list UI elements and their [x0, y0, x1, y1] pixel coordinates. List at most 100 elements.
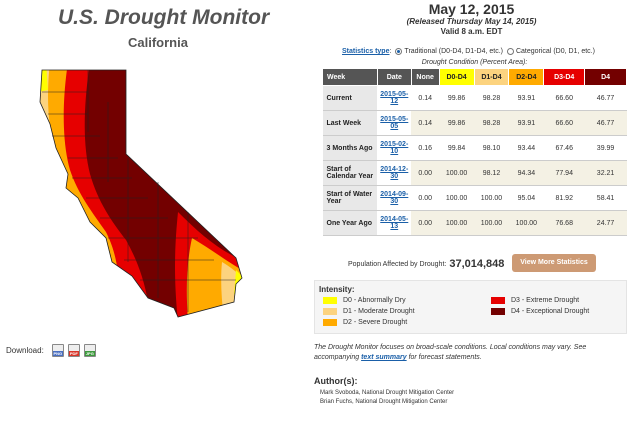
header-d0-d4: D0-D4: [438, 68, 475, 86]
d0-region-west: [40, 70, 48, 92]
table-row: Last Week 2015-05-05 0.14 99.86 98.28 93…: [322, 110, 627, 136]
header-d4: D4: [584, 68, 627, 86]
legend-d2: D2 - Severe Drought: [323, 319, 407, 326]
row-date-link[interactable]: 2014-05-13: [377, 210, 412, 236]
cell-d2-d4: 93.91: [508, 85, 544, 111]
legend-d0: D0 - Abnormally Dry: [323, 297, 406, 304]
categorical-label: Categorical (D0, D1, etc.): [515, 48, 595, 55]
jpg-label: JPG: [84, 351, 95, 356]
png-download-icon[interactable]: PNG: [51, 344, 64, 357]
cell-d2-d4: 100.00: [508, 210, 544, 236]
authors-title: Author(s):: [314, 376, 358, 386]
header-d1-d4: D1-D4: [473, 68, 510, 86]
cell-none: 0.16: [411, 135, 440, 161]
map-panel: U.S. Drought Monitor California Download…: [0, 0, 310, 424]
author-name: Brian Fuchs, National Drought Mitigation…: [320, 399, 448, 405]
png-label: PNG: [52, 351, 63, 356]
intensity-title: Intensity:: [319, 285, 355, 294]
cell-d1-d4: 98.12: [474, 160, 509, 186]
legend-swatch-d3: [491, 297, 505, 304]
intensity-legend: Intensity: D0 - Abnormally Dry D1 - Mode…: [314, 280, 627, 334]
row-week: One Year Ago: [322, 210, 378, 236]
table-row: Current 2015-05-12 0.14 99.86 98.28 93.9…: [322, 85, 627, 111]
cell-none: 0.14: [411, 85, 440, 111]
cell-d1-d4: 98.28: [474, 85, 509, 111]
population-value: 37,014,848: [449, 258, 505, 270]
cell-none: 0.00: [411, 185, 440, 211]
table-caption: Drought Condition (Percent Area):: [421, 59, 528, 66]
cell-d1-d4: 100.00: [474, 210, 509, 236]
cell-d3-d4: 66.60: [543, 85, 585, 111]
table-row: Start of Calendar Year 2014-12-30 0.00 1…: [322, 160, 627, 186]
table-row: Start of Water Year 2014-09-30 0.00 100.…: [322, 185, 627, 211]
row-week: Current: [322, 85, 378, 111]
cell-d0-d4: 99.84: [439, 135, 475, 161]
row-week: Start of Calendar Year: [322, 160, 378, 186]
text-summary-link[interactable]: text summary: [361, 354, 407, 361]
row-date-link[interactable]: 2015-05-12: [377, 85, 412, 111]
cell-none: 0.00: [411, 160, 440, 186]
cell-d3-d4: 77.94: [543, 160, 585, 186]
cell-d0-d4: 99.86: [439, 85, 475, 111]
cell-d4: 46.77: [584, 85, 627, 111]
cell-d1-d4: 100.00: [474, 185, 509, 211]
view-more-statistics-button[interactable]: View More Statistics: [512, 254, 596, 272]
legend-swatch-d0: [323, 297, 337, 304]
row-date-link[interactable]: 2015-05-05: [377, 110, 412, 136]
cell-d3-d4: 67.46: [543, 135, 585, 161]
traditional-radio[interactable]: [395, 48, 403, 55]
note-text-start: The Drought Monitor focuses on broad-sca…: [314, 344, 587, 361]
population-label: Population Affected by Drought:: [348, 260, 447, 268]
cell-d4: 32.21: [584, 160, 627, 186]
drought-note: The Drought Monitor focuses on broad-sca…: [314, 343, 614, 363]
state-outline: [39, 69, 243, 318]
cell-d1-d4: 98.28: [474, 110, 509, 136]
statistics-type-link[interactable]: Statistics type: [342, 48, 390, 55]
row-date-link[interactable]: 2014-09-30: [377, 185, 412, 211]
row-date-link[interactable]: 2015-02-10: [377, 135, 412, 161]
cell-d4: 46.77: [584, 110, 627, 136]
page-title: U.S. Drought Monitor: [58, 6, 270, 29]
drought-table: Week Date None D0-D4 D1-D4 D2-D4 D3-D4 D…: [322, 68, 627, 236]
california-drought-map: [39, 69, 243, 318]
pdf-label: PDF: [68, 351, 79, 356]
legend-label-d0: D0 - Abnormally Dry: [343, 297, 406, 304]
cell-d3-d4: 76.68: [543, 210, 585, 236]
categorical-radio[interactable]: [506, 48, 514, 55]
legend-label-d4: D4 - Exceptional Drought: [511, 308, 590, 315]
release-date: (Released Thursday May 14, 2015): [406, 17, 537, 26]
traditional-label: Traditional (D0-D4, D1-D4, etc.): [404, 48, 503, 55]
cell-d4: 24.77: [584, 210, 627, 236]
download-label: Download:: [6, 346, 44, 355]
cell-d0-d4: 100.00: [439, 210, 475, 236]
report-date: May 12, 2015: [428, 1, 515, 17]
cell-d2-d4: 95.04: [508, 185, 544, 211]
note-text-end: for forecast statements.: [406, 354, 482, 361]
cell-none: 0.14: [411, 110, 440, 136]
legend-swatch-d4: [491, 308, 505, 315]
cell-d3-d4: 66.60: [543, 110, 585, 136]
cell-d1-d4: 98.10: [474, 135, 509, 161]
statistics-colon: :: [389, 48, 392, 55]
cell-d0-d4: 100.00: [439, 160, 475, 186]
row-date-link[interactable]: 2014-12-30: [377, 160, 412, 186]
header-d3-d4: D3-D4: [543, 68, 586, 86]
download-bar: Download: PNG PDF JPG: [6, 344, 96, 357]
legend-d1: D1 - Moderate Drought: [323, 308, 415, 315]
legend-label-d2: D2 - Severe Drought: [343, 319, 408, 326]
statistics-type-selector: Statistics type : Traditional (D0-D4, D1…: [342, 48, 595, 55]
pdf-download-icon[interactable]: PDF: [67, 344, 80, 357]
jpg-download-icon[interactable]: JPG: [83, 344, 96, 357]
row-week: Last Week: [322, 110, 378, 136]
legend-swatch-d2: [323, 319, 337, 326]
table-row: 3 Months Ago 2015-02-10 0.16 99.84 98.10…: [322, 135, 627, 161]
row-week: Start of Water Year: [322, 185, 378, 211]
cell-d2-d4: 93.91: [508, 110, 544, 136]
cell-d4: 58.41: [584, 185, 627, 211]
table-row: One Year Ago 2014-05-13 0.00 100.00 100.…: [322, 210, 627, 236]
legend-swatch-d1: [323, 308, 337, 315]
cell-d3-d4: 81.92: [543, 185, 585, 211]
author-name: Mark Svoboda, National Drought Mitigatio…: [320, 390, 455, 396]
header-none: None: [410, 68, 440, 86]
cell-d0-d4: 100.00: [439, 185, 475, 211]
